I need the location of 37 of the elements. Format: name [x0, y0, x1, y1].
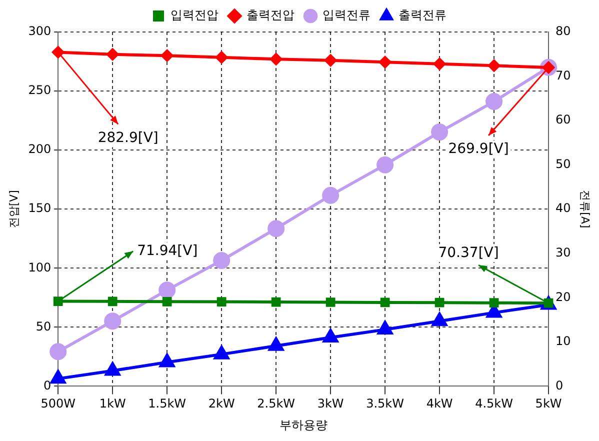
annotation: 269.9[V]: [448, 141, 509, 158]
x-tick-label: 5kW: [535, 396, 562, 411]
x-tick-label: 1kW: [99, 396, 126, 411]
y2-tick-label: 20: [556, 290, 571, 304]
y-tick-label: 0: [43, 378, 52, 392]
x-tick-label: 3kW: [317, 396, 344, 411]
y-tick-label: 100: [28, 260, 52, 274]
y2-tick-label: 10: [556, 334, 571, 348]
y-tick-label: 250: [28, 83, 52, 98]
legend-label: 입력전류: [322, 8, 370, 22]
y2-tick-label: 60: [556, 112, 571, 127]
annotation: 71.94[V]: [137, 242, 198, 259]
y-axis-title: 전압[V]: [7, 190, 20, 228]
y2-tick-label: 80: [556, 24, 571, 38]
x-tick-label: 2.5kW: [257, 396, 296, 411]
annotation: 282.9[V]: [98, 130, 158, 146]
x-tick-label: 1.5kW: [148, 396, 186, 411]
legend-label: 출력전압: [246, 8, 294, 22]
x-tick-label: 3.5kW: [366, 396, 404, 411]
y2-axis-title: 전류[A]: [578, 190, 592, 228]
x-tick-label: 4.5kW: [475, 396, 514, 411]
y2-tick-label: 0: [556, 378, 564, 392]
x-tick-label: 2kW: [208, 396, 235, 411]
x-tick-label: 500W: [40, 396, 76, 411]
legend-label: 출력전류: [398, 8, 446, 22]
annotation: 70.37[V]: [438, 244, 499, 261]
legend-label: 입력전압: [170, 8, 218, 22]
y2-tick-label: 70: [556, 68, 571, 82]
y2-tick-label: 50: [556, 156, 571, 171]
x-axis-title: 부하용량: [279, 418, 328, 432]
x-tick-label: 4kW: [426, 396, 453, 411]
y2-tick-label: 30: [556, 246, 571, 260]
y2-tick-label: 40: [556, 201, 571, 216]
y-tick-label: 150: [28, 201, 52, 216]
y-tick-label: 200: [28, 142, 52, 156]
y-tick-label: 50: [36, 319, 52, 334]
y-tick-label: 300: [28, 24, 52, 38]
